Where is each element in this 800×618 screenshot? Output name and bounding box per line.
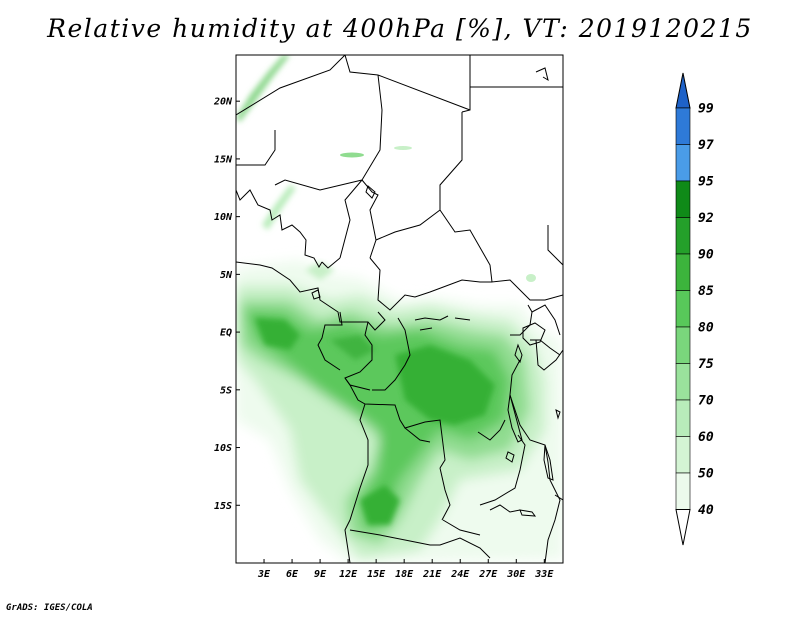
humidity-field-90d	[330, 335, 375, 360]
colorbar-swatch	[675, 436, 691, 474]
credit-label: GrADS: IGES/COLA	[6, 603, 93, 613]
x-tick-label: 18E	[395, 569, 414, 580]
colorbar-label: 97	[698, 138, 714, 153]
colorbar-swatch	[675, 399, 691, 437]
humidity-field-90b	[395, 345, 495, 425]
lakes	[311, 185, 561, 517]
humidity-field	[236, 55, 563, 563]
lake-albert	[514, 343, 523, 364]
x-tick-label: 27E	[478, 569, 498, 580]
y-tick-label: EQ	[220, 328, 232, 339]
colorbar-label: 85	[698, 284, 714, 299]
lake-victoria	[522, 322, 546, 346]
colorbar-label: 50	[698, 467, 714, 482]
map-frame	[235, 54, 564, 564]
colorbar-swatch	[675, 363, 691, 401]
x-tick-label: 33E	[534, 569, 554, 580]
colorbar-swatch	[675, 217, 691, 255]
colorbar-label: 92	[698, 211, 714, 226]
humidity-streak	[526, 274, 536, 282]
colorbar-label: 80	[698, 321, 714, 336]
colorbar-swatch	[675, 253, 691, 291]
lake-chad	[365, 185, 376, 199]
x-tick-label: 21E	[422, 569, 442, 580]
x-tick-label: 9E	[314, 569, 327, 580]
colorbar-swatch	[675, 326, 691, 364]
map-title: Relative humidity at 400hPa [%], VT: 201…	[47, 14, 753, 43]
humidity-streak	[236, 55, 290, 122]
colorbar-swatch	[675, 107, 691, 145]
colorbar-label: 40	[698, 503, 714, 518]
x-tick-label: 6E	[286, 569, 299, 580]
colorbar-top-arrow	[675, 72, 691, 109]
humidity-field-90a	[255, 318, 300, 350]
colorbar: 99 97 95 92 90 85 80 75 70 60 50 40	[675, 72, 714, 546]
y-tick-label: 15S	[214, 501, 232, 512]
x-axis: 3E 6E 9E 12E 15E 18E 21E 24E 27E 30E 33E	[257, 559, 554, 580]
x-tick-label: 30E	[506, 569, 526, 580]
y-tick-label: 5S	[220, 385, 232, 396]
lake-malawi	[543, 444, 554, 481]
y-tick-label: 10S	[214, 443, 232, 454]
colorbar-label: 70	[698, 394, 714, 409]
colorbar-label: 60	[698, 430, 714, 445]
lake-kariba	[519, 509, 537, 517]
y-tick-label: 10N	[214, 212, 233, 223]
y-axis: 20N 15N 10N 5N EQ 5S 10S 15S	[213, 97, 240, 512]
colorbar-label: 99	[698, 102, 714, 117]
y-tick-label: 5N	[220, 270, 233, 281]
humidity-streak	[340, 152, 364, 158]
colorbar-swatch	[675, 180, 691, 218]
x-tick-label: 12E	[339, 569, 358, 580]
humidity-streak	[305, 262, 335, 280]
colorbar-label: 95	[698, 175, 714, 190]
humidity-streak	[394, 146, 412, 150]
x-tick-label: 3E	[257, 569, 271, 580]
colorbar-label: 90	[698, 248, 714, 263]
lake-mweru	[505, 451, 515, 463]
y-tick-label: 15N	[214, 154, 233, 165]
colorbar-bottom-arrow	[675, 509, 691, 546]
island-zanzibar	[555, 409, 561, 420]
colorbar-swatch	[675, 290, 691, 328]
colorbar-swatch	[675, 144, 691, 182]
humidity-streak	[262, 185, 296, 230]
island-bioko	[311, 289, 321, 300]
lake-tanganyika	[507, 394, 523, 443]
rivers	[414, 315, 471, 331]
x-tick-label: 15E	[367, 569, 386, 580]
colorbar-label: 75	[698, 357, 714, 372]
humidity-field-90c	[360, 485, 400, 525]
x-tick-label: 24E	[450, 569, 470, 580]
y-tick-label: 20N	[213, 97, 233, 108]
country-borders	[236, 55, 563, 563]
colorbar-swatch	[675, 472, 691, 510]
